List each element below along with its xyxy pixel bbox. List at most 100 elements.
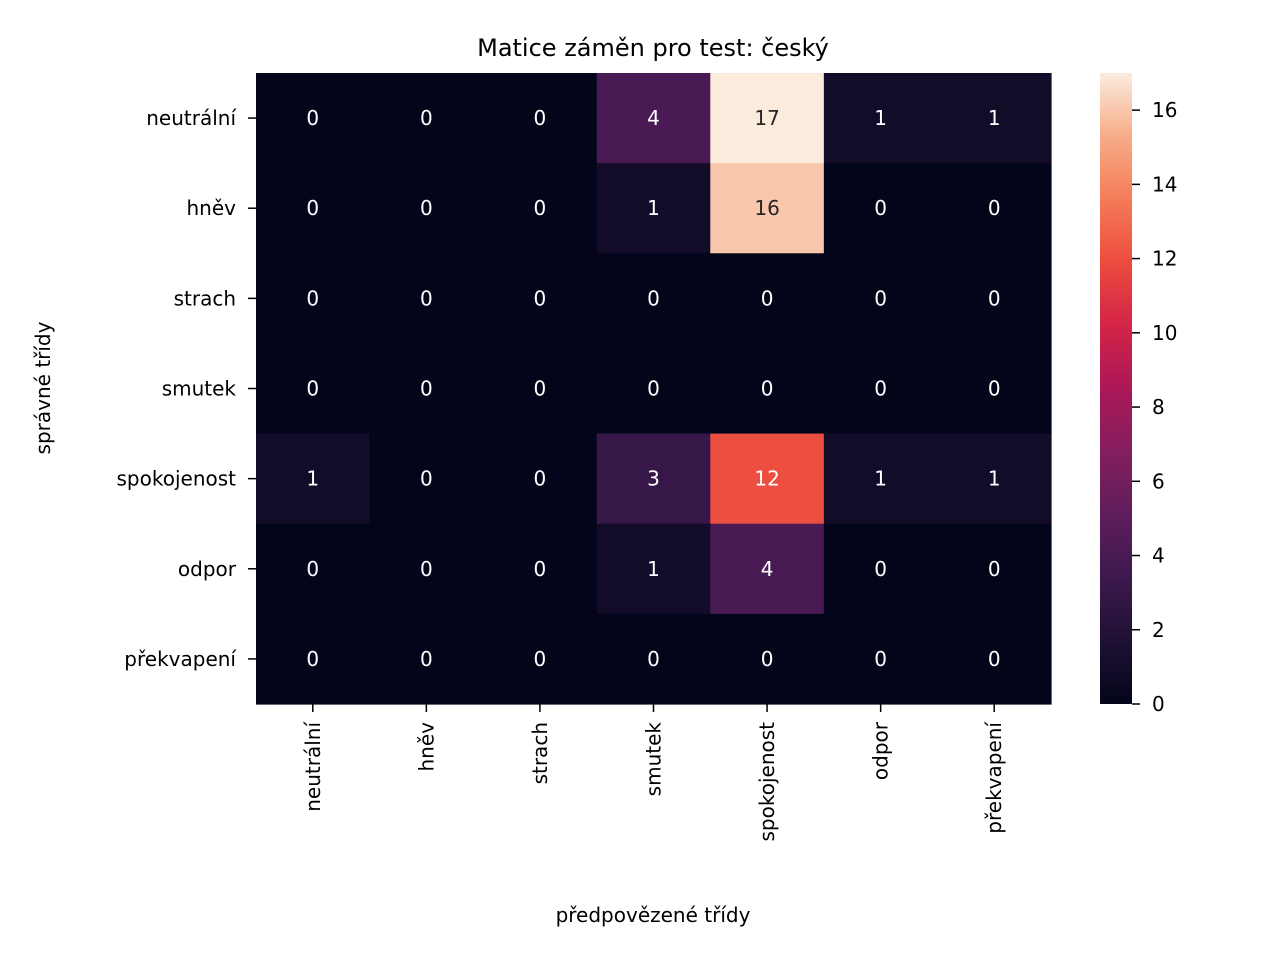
cell-value-label: 0: [761, 377, 774, 401]
cell-value-label: 0: [306, 557, 319, 581]
cell-value-label: 0: [420, 286, 433, 310]
heatmap-cell-labels: 0 0 0 4 17 1 1 0 0 0 1 16 0 0 0 0 0 0 0 0 0 0 0 0 0 0 0 0 1 0 0 3 12 1 1 0 0…: [306, 106, 1000, 671]
cell-value-label: 0: [534, 467, 547, 491]
colorbar-tick-label: 2: [1152, 618, 1165, 642]
heatmap-cells: [256, 73, 1052, 705]
heatmap-cell: [483, 433, 598, 525]
cell-value-label: 4: [647, 106, 660, 130]
colorbar: [1100, 73, 1132, 704]
heatmap-cell: [937, 163, 1052, 254]
cell-value-label: 0: [420, 557, 433, 581]
heatmap-cell: [937, 433, 1052, 525]
cell-value-label: 3: [647, 467, 660, 491]
cell-value-label: 0: [534, 106, 547, 130]
heatmap-cell: [823, 73, 939, 164]
heatmap-cell: [256, 253, 371, 345]
cell-value-label: 0: [534, 557, 547, 581]
cell-value-label: 0: [306, 106, 319, 130]
colorbar-tick-label: 0: [1152, 692, 1165, 716]
heatmap-cell: [369, 433, 484, 525]
heatmap-cell: [710, 613, 825, 705]
colorbar-ticks: 0 2 4 6 8 10 12 14 16: [1132, 98, 1177, 716]
cell-value-label: 0: [988, 557, 1001, 581]
heatmap-cell: [256, 523, 371, 615]
heatmap-cell: [483, 73, 598, 164]
heatmap-cell: [710, 253, 825, 345]
y-axis-label: správné třídy: [31, 321, 55, 454]
x-tick-label: smutek: [642, 722, 666, 797]
heatmap-cell: [823, 163, 939, 254]
y-tick-label: spokojenost: [117, 467, 237, 491]
cell-value-label: 0: [874, 647, 887, 671]
heatmap-cell: [937, 253, 1052, 345]
colorbar-tick-label: 16: [1152, 98, 1177, 122]
y-tick-label: odpor: [178, 557, 237, 581]
x-tick-label: odpor: [869, 721, 893, 780]
heatmap-cell: [823, 433, 939, 525]
heatmap-cell: [937, 343, 1052, 435]
cell-value-label: 1: [647, 557, 660, 581]
x-tick-label: strach: [528, 722, 552, 784]
heatmap-cell: [596, 433, 711, 525]
cell-value-label: 0: [420, 106, 433, 130]
cell-value-label: 1: [988, 467, 1001, 491]
heatmap-cell: [256, 163, 371, 254]
cell-value-label: 0: [420, 377, 433, 401]
cell-value-label: 0: [534, 647, 547, 671]
heatmap-cell: [823, 613, 939, 705]
heatmap-cell: [937, 523, 1052, 615]
x-tick-label: spokojenost: [755, 722, 779, 842]
cell-value-label: 4: [761, 557, 774, 581]
heatmap-cell: [256, 73, 371, 164]
y-tick-label: strach: [174, 286, 236, 310]
cell-value-label: 0: [420, 467, 433, 491]
heatmap-cell: [596, 523, 711, 615]
colorbar-tick-label: 14: [1152, 172, 1177, 196]
heatmap-cell: [710, 73, 825, 164]
colorbar-tick-label: 6: [1152, 469, 1165, 493]
heatmap-cell: [483, 163, 598, 254]
cell-value-label: 0: [647, 647, 660, 671]
cell-value-label: 0: [647, 286, 660, 310]
y-axis: neutrální hněv strach smutek spokojenost odpo…: [117, 106, 256, 671]
cell-value-label: 0: [874, 557, 887, 581]
colorbar-tick-label: 10: [1152, 321, 1177, 345]
heatmap-cell: [937, 73, 1052, 164]
heatmap-cell: [710, 343, 825, 435]
heatmap-cell: [369, 163, 484, 254]
cell-value-label: 0: [761, 286, 774, 310]
cell-value-label: 17: [754, 106, 779, 130]
heatmap-cell: [823, 253, 939, 345]
cell-value-label: 0: [420, 196, 433, 220]
heatmap-cell: [596, 613, 711, 705]
cell-value-label: 0: [306, 647, 319, 671]
heatmap-cell: [483, 343, 598, 435]
heatmap-cell: [483, 523, 598, 615]
y-tick-label: smutek: [162, 377, 237, 401]
heatmap-cell: [483, 253, 598, 345]
cell-value-label: 1: [647, 196, 660, 220]
x-axis: neutrální hněv strach smutek spokojenost odpo…: [301, 704, 1006, 842]
cell-value-label: 0: [988, 286, 1001, 310]
heatmap-cell: [937, 613, 1052, 705]
cell-value-label: 0: [420, 647, 433, 671]
heatmap-cell: [596, 343, 711, 435]
cell-value-label: 0: [874, 196, 887, 220]
heatmap-cell: [483, 613, 598, 705]
heatmap-cell: [596, 253, 711, 345]
heatmap-cell: [369, 613, 484, 705]
chart-title: Matice záměn pro test: český: [477, 34, 829, 62]
cell-value-label: 0: [306, 286, 319, 310]
colorbar-tick-label: 8: [1152, 395, 1165, 419]
cell-value-label: 12: [754, 467, 779, 491]
heatmap-cell: [256, 613, 371, 705]
x-tick-label: hněv: [414, 722, 438, 772]
heatmap-cell: [823, 343, 939, 435]
x-tick-label: překvapení: [982, 721, 1006, 834]
x-tick-label: neutrální: [301, 721, 325, 812]
colorbar-tick-label: 12: [1152, 247, 1177, 271]
cell-value-label: 0: [761, 647, 774, 671]
colorbar-tick-label: 4: [1152, 544, 1165, 568]
heatmap-cell: [596, 73, 711, 164]
cell-value-label: 1: [306, 467, 319, 491]
